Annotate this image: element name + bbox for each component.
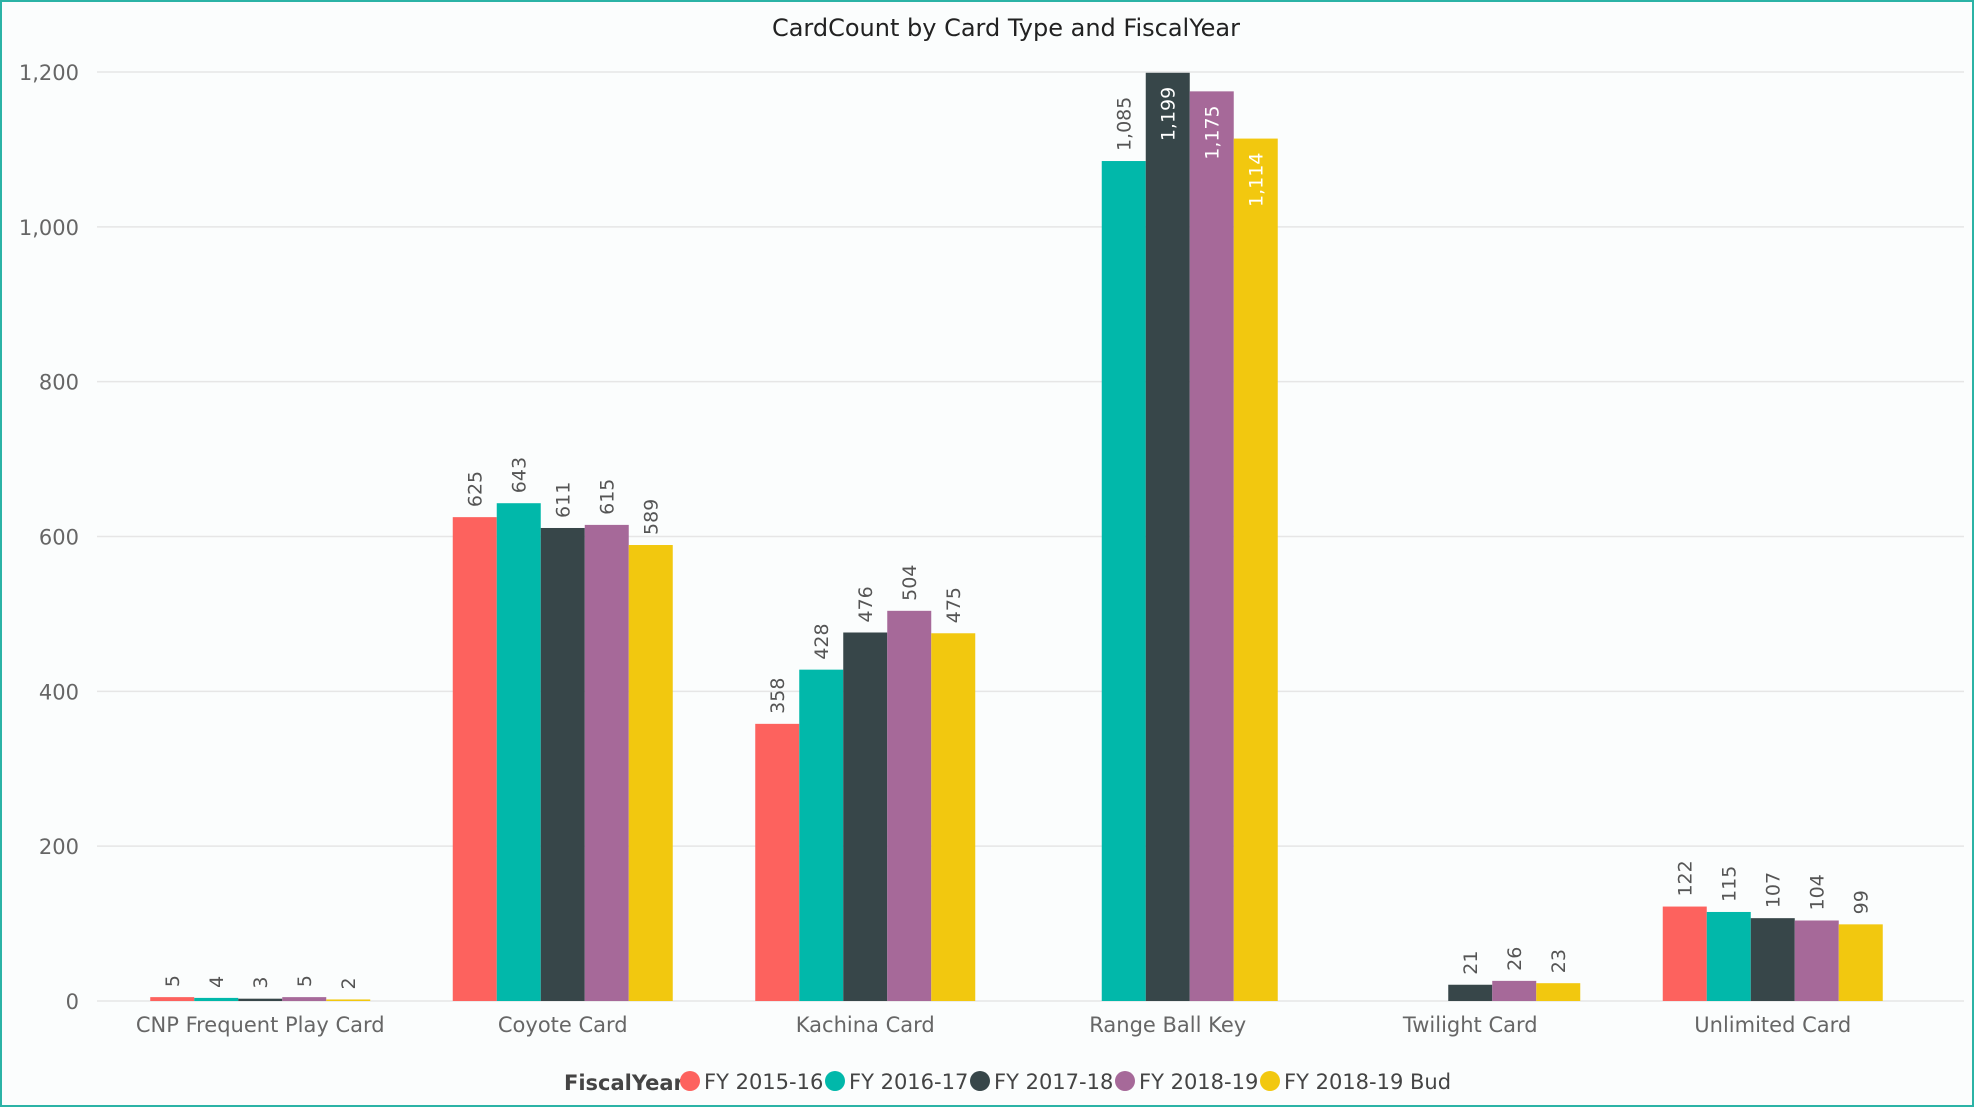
legend-marker xyxy=(825,1071,845,1091)
y-tick-label: 1,000 xyxy=(19,216,79,240)
legend-item[interactable]: FY 2018-19 Bud xyxy=(1284,1070,1451,1094)
data-label: 643 xyxy=(509,457,531,493)
bar[interactable] xyxy=(1750,918,1795,1001)
data-label: 589 xyxy=(641,499,663,535)
chart-title: CardCount by Card Type and FiscalYear xyxy=(772,14,1240,42)
bar[interactable] xyxy=(931,633,976,1001)
data-label: 475 xyxy=(943,587,965,623)
bar[interactable] xyxy=(887,610,932,1001)
bar[interactable] xyxy=(1492,980,1537,1001)
data-label: 1,175 xyxy=(1202,105,1224,159)
data-label: 428 xyxy=(811,623,833,659)
data-label: 4 xyxy=(206,976,228,988)
data-label: 615 xyxy=(597,479,619,515)
data-label: 115 xyxy=(1719,866,1741,902)
x-tick-label: Coyote Card xyxy=(498,1013,628,1037)
y-tick-label: 400 xyxy=(39,680,79,704)
data-label: 5 xyxy=(162,975,184,987)
y-axis: 0 200 400 600 800 1,000 1,200 xyxy=(19,61,79,1014)
x-tick-label: Kachina Card xyxy=(796,1013,935,1037)
bar[interactable] xyxy=(150,997,195,1001)
bar[interactable] xyxy=(1448,984,1493,1001)
bar[interactable] xyxy=(1706,911,1751,1001)
data-label: 476 xyxy=(855,586,877,622)
data-label: 99 xyxy=(1851,890,1873,914)
data-label: 23 xyxy=(1548,949,1570,973)
bar[interactable] xyxy=(755,723,800,1001)
bar[interactable] xyxy=(326,999,371,1001)
y-tick-label: 1,200 xyxy=(19,61,79,85)
y-tick-label: 200 xyxy=(39,835,79,859)
data-label: 1,114 xyxy=(1246,153,1268,207)
data-label: 358 xyxy=(767,678,789,714)
legend-marker xyxy=(680,1071,700,1091)
bar[interactable] xyxy=(843,632,888,1001)
data-label: 104 xyxy=(1807,874,1829,910)
bar[interactable] xyxy=(282,997,327,1001)
x-axis: CNP Frequent Play Card Coyote Card Kachina… xyxy=(136,1013,1851,1037)
bar[interactable] xyxy=(496,503,541,1001)
data-label: 3 xyxy=(250,977,272,989)
legend-marker xyxy=(970,1071,990,1091)
legend-item[interactable]: FY 2018-19 xyxy=(1139,1070,1258,1094)
data-label: 625 xyxy=(465,471,487,507)
bar[interactable] xyxy=(194,997,239,1001)
gridlines xyxy=(97,71,1964,1002)
bar[interactable] xyxy=(1794,920,1839,1001)
bar[interactable] xyxy=(238,998,283,1001)
bar[interactable] xyxy=(1145,72,1190,1001)
legend-marker xyxy=(1115,1071,1135,1091)
bar[interactable] xyxy=(628,545,673,1001)
y-tick-label: 800 xyxy=(39,371,79,395)
data-label: 21 xyxy=(1460,951,1482,975)
legend-marker xyxy=(1260,1071,1280,1091)
data-label: 107 xyxy=(1763,872,1785,908)
bar[interactable] xyxy=(452,517,497,1001)
data-label: 1,085 xyxy=(1114,97,1136,151)
bar[interactable] xyxy=(1536,983,1581,1001)
x-tick-label: Twilight Card xyxy=(1402,1013,1538,1037)
data-label: 611 xyxy=(553,482,575,518)
bars xyxy=(150,72,1883,1001)
legend-item[interactable]: FY 2016-17 xyxy=(849,1070,968,1094)
data-label: 26 xyxy=(1504,947,1526,971)
y-tick-label: 600 xyxy=(39,526,79,550)
bar[interactable] xyxy=(1189,91,1234,1001)
x-tick-label: Unlimited Card xyxy=(1694,1013,1851,1037)
bar[interactable] xyxy=(540,527,585,1001)
legend-item[interactable]: FY 2017-18 xyxy=(994,1070,1113,1094)
legend-item[interactable]: FY 2015-16 xyxy=(704,1070,823,1094)
data-label: 1,199 xyxy=(1158,87,1180,141)
x-tick-label: CNP Frequent Play Card xyxy=(136,1013,385,1037)
data-label: 504 xyxy=(899,565,921,601)
y-tick-label: 0 xyxy=(66,990,79,1014)
data-label: 122 xyxy=(1675,860,1697,896)
x-tick-label: Range Ball Key xyxy=(1089,1013,1246,1037)
legend: FiscalYear FY 2015-16 FY 2016-17 FY 2017-1… xyxy=(564,1070,1451,1095)
bar[interactable] xyxy=(799,669,844,1001)
legend-title: FiscalYear xyxy=(564,1071,685,1095)
data-label: 2 xyxy=(338,977,360,989)
bar[interactable] xyxy=(584,524,629,1001)
data-labels: 5 4 3 5 2 625 643 611 615 589 358 428 476 504 475 1,085… xyxy=(162,87,1873,990)
bar[interactable] xyxy=(1101,161,1146,1001)
bar[interactable] xyxy=(1233,138,1278,1001)
bar[interactable] xyxy=(1838,924,1883,1001)
data-label: 5 xyxy=(294,975,316,987)
bar[interactable] xyxy=(1662,906,1707,1001)
